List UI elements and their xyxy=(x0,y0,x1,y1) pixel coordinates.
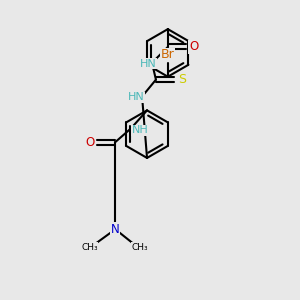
Text: CH₃: CH₃ xyxy=(81,243,98,252)
Text: CH₃: CH₃ xyxy=(132,243,148,252)
Text: N: N xyxy=(111,223,120,236)
Text: S: S xyxy=(178,73,186,86)
Text: O: O xyxy=(85,136,94,148)
Text: O: O xyxy=(189,40,198,53)
Text: Br: Br xyxy=(161,48,175,62)
Text: HN: HN xyxy=(128,92,145,103)
Text: NH: NH xyxy=(132,125,148,135)
Text: HN: HN xyxy=(140,59,156,69)
